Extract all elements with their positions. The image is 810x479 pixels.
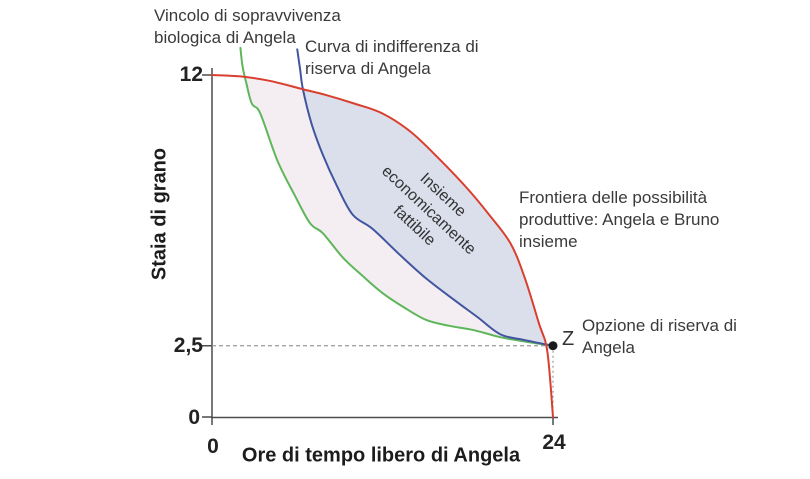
y-axis-title: Staia di grano — [148, 147, 171, 281]
indifference-curve — [296, 48, 554, 347]
indifference-curve-label: Curva di indifferenza di riserva di Ange… — [305, 37, 479, 78]
x-tick-24: 24 — [542, 431, 566, 454]
y-tick-12: 12 — [179, 63, 203, 86]
economically-feasible-region — [302, 89, 555, 350]
frontier-curve — [211, 74, 554, 418]
reserve-option-label: Opzione di riserva di Angela — [582, 316, 737, 357]
point-z-dot — [548, 341, 558, 351]
point-z-label: Z — [562, 328, 575, 350]
survival-constraint-label: Vincolo di sopravvivenza biologica di An… — [154, 6, 341, 47]
survival-feasible-region — [244, 76, 553, 346]
y-tick-2-5: 2,5 — [173, 334, 203, 357]
frontier-label: Frontiera delle possibilità produttive: … — [519, 188, 720, 251]
x-tick-0: 0 — [207, 435, 219, 458]
y-tick-0: 0 — [188, 406, 200, 429]
survival-curve — [239, 46, 554, 347]
x-axis-title: Ore di tempo libero di Angela — [241, 444, 521, 467]
